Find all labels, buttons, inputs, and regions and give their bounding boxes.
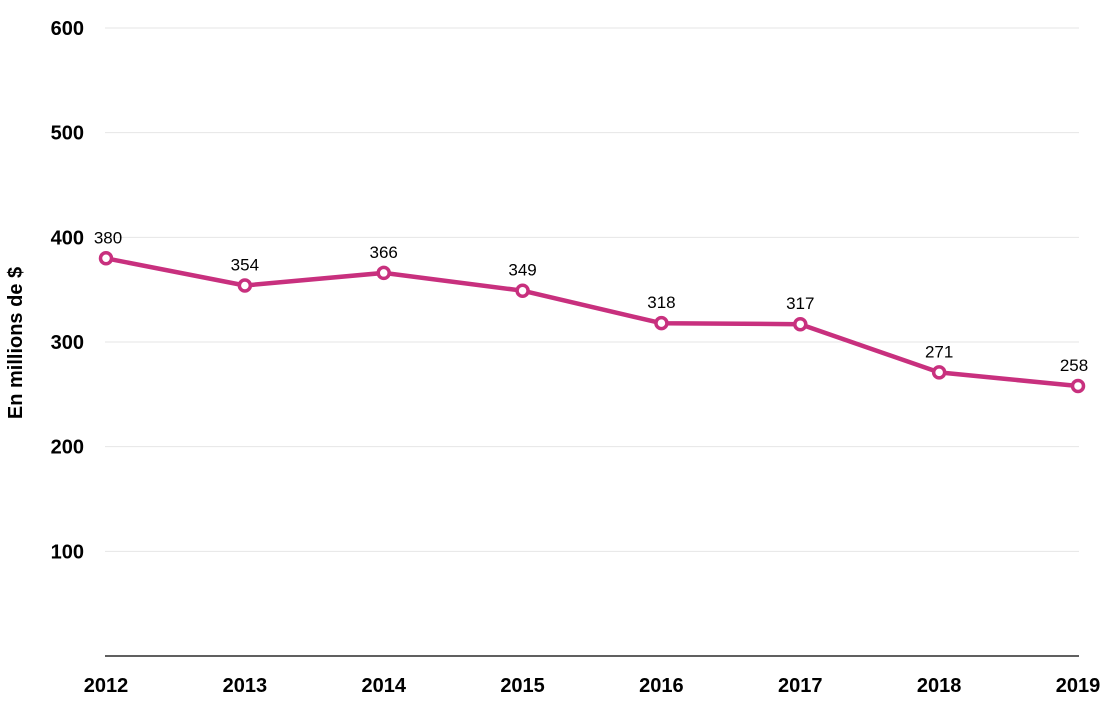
data-label-2014: 366 bbox=[370, 243, 398, 262]
y-tick-label-400: 400 bbox=[51, 227, 84, 249]
y-tick-label-500: 500 bbox=[51, 123, 84, 145]
gridlines bbox=[105, 27, 1079, 552]
data-point-2018 bbox=[931, 365, 947, 380]
data-label-2018: 271 bbox=[925, 342, 953, 361]
x-tick-label-2017: 2017 bbox=[778, 675, 823, 697]
x-tick-label-2016: 2016 bbox=[639, 675, 684, 697]
y-axis-title: En millions de $ bbox=[5, 267, 27, 419]
y-tick-label-300: 300 bbox=[51, 332, 84, 354]
x-tick-label-2018: 2018 bbox=[917, 675, 962, 697]
data-label-2016: 318 bbox=[647, 293, 675, 312]
data-points bbox=[98, 251, 1086, 394]
data-point-2016 bbox=[654, 315, 669, 331]
data-point-2019 bbox=[1070, 378, 1086, 394]
x-tick-label-2012: 2012 bbox=[84, 675, 129, 697]
y-tick-label-600: 600 bbox=[51, 18, 84, 40]
data-label-2012: 380 bbox=[94, 228, 122, 247]
x-tick-label-2014: 2014 bbox=[361, 675, 406, 697]
data-label-2019: 258 bbox=[1060, 356, 1088, 375]
data-labels: 380 354 366 349 318 317 271 258 bbox=[94, 228, 1088, 375]
data-label-2015: 349 bbox=[508, 261, 536, 280]
data-point-2014 bbox=[376, 265, 391, 281]
x-tick-label-2013: 2013 bbox=[223, 675, 268, 697]
data-label-2013: 354 bbox=[231, 255, 259, 274]
x-tick-label-2019: 2019 bbox=[1056, 675, 1101, 697]
data-label-2017: 317 bbox=[786, 294, 814, 313]
data-point-2015 bbox=[515, 283, 530, 298]
data-point-2013 bbox=[237, 278, 253, 293]
series-line bbox=[103, 256, 1081, 389]
x-axis-ticks: 2012 2013 2014 2015 2016 2017 2018 2019 bbox=[84, 675, 1101, 697]
x-tick-label-2015: 2015 bbox=[500, 675, 545, 697]
y-tick-label-200: 200 bbox=[51, 437, 84, 459]
y-tick-label-100: 100 bbox=[51, 541, 84, 563]
data-point-2017 bbox=[793, 316, 808, 332]
data-point-2012 bbox=[98, 251, 114, 266]
y-axis-ticks: 100 200 300 400 500 600 bbox=[51, 18, 84, 563]
